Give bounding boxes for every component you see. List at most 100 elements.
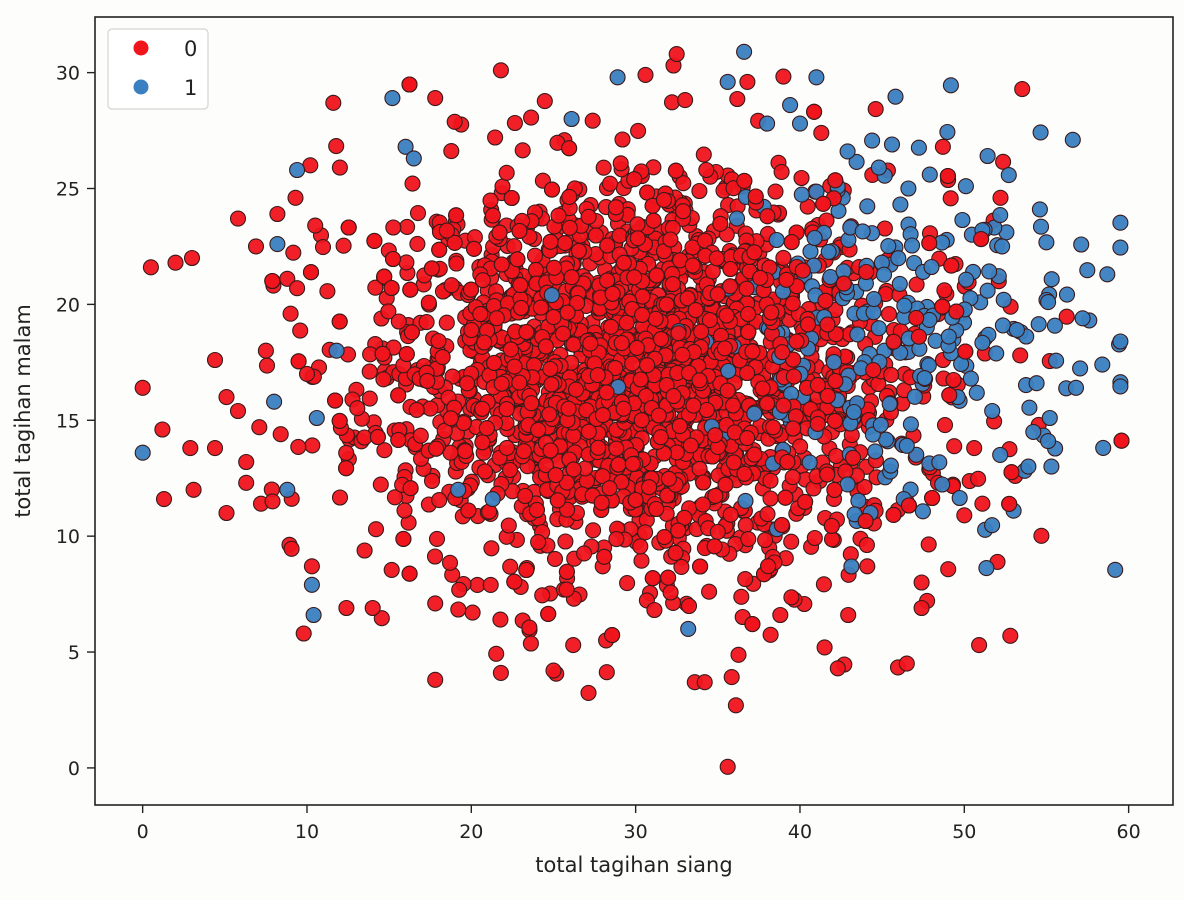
data-point	[292, 322, 309, 339]
data-point	[1058, 286, 1076, 303]
data-point	[303, 558, 320, 575]
data-point	[559, 304, 576, 321]
data-point	[563, 269, 580, 286]
data-point	[615, 254, 632, 271]
data-point	[768, 231, 785, 249]
data-point	[664, 276, 681, 293]
data-point	[264, 272, 281, 290]
data-point	[218, 389, 235, 406]
data-point	[182, 440, 199, 457]
data-point	[464, 604, 481, 621]
data-point	[662, 584, 679, 601]
data-point	[1094, 356, 1111, 373]
data-point	[858, 536, 875, 554]
data-point	[837, 463, 854, 480]
data-point	[782, 97, 799, 114]
data-point	[290, 438, 307, 455]
data-point	[1043, 271, 1060, 288]
data-point	[1046, 317, 1063, 334]
data-point	[134, 444, 151, 461]
data-point	[595, 159, 612, 176]
data-point	[835, 275, 852, 292]
data-point	[398, 254, 415, 271]
data-point	[777, 489, 794, 506]
data-point	[511, 374, 528, 391]
data-point	[463, 322, 480, 339]
data-point	[183, 249, 201, 267]
data-point	[521, 619, 538, 636]
data-point	[670, 325, 687, 342]
data-point	[757, 532, 774, 549]
data-point	[825, 354, 842, 371]
data-point	[1032, 124, 1049, 141]
data-point	[826, 412, 844, 429]
data-point	[716, 340, 733, 357]
data-point	[598, 664, 615, 681]
data-point	[399, 218, 416, 235]
data-point	[488, 310, 505, 327]
data-point	[408, 401, 425, 418]
data-point	[680, 620, 697, 637]
data-point	[423, 472, 441, 489]
data-point	[646, 601, 663, 619]
data-point	[420, 294, 437, 311]
data-point	[611, 227, 628, 244]
data-point	[648, 267, 665, 284]
data-point	[823, 531, 841, 548]
data-point	[493, 375, 510, 392]
data-point	[974, 495, 991, 512]
data-point	[707, 487, 724, 504]
data-point	[478, 420, 495, 437]
data-point	[522, 635, 539, 652]
data-point	[875, 266, 893, 283]
data-point	[737, 571, 754, 588]
data-point	[994, 317, 1011, 334]
data-point	[558, 563, 575, 580]
data-point	[737, 517, 754, 534]
data-point	[506, 573, 523, 590]
data-point	[614, 131, 631, 148]
data-point	[828, 447, 845, 465]
data-point	[665, 388, 682, 405]
data-point	[602, 318, 620, 335]
data-point	[719, 758, 736, 775]
data-point	[995, 153, 1012, 170]
data-point	[872, 416, 889, 433]
data-point	[656, 529, 673, 546]
data-point	[482, 192, 499, 209]
data-point	[465, 240, 483, 257]
data-point	[675, 175, 692, 192]
data-point	[707, 427, 724, 444]
data-point	[808, 183, 825, 200]
data-point	[637, 66, 654, 83]
data-point	[543, 376, 560, 393]
data-point	[272, 426, 289, 443]
data-point	[633, 412, 650, 429]
data-point	[450, 481, 467, 498]
data-point	[545, 662, 562, 679]
data-point	[578, 402, 595, 419]
data-point	[738, 280, 755, 297]
data-point	[1064, 131, 1081, 148]
data-point	[695, 146, 712, 163]
x-tick-label: 0	[137, 821, 149, 843]
data-point	[730, 646, 747, 663]
data-point	[691, 372, 708, 389]
data-point	[596, 548, 613, 565]
x-tick-label: 50	[952, 821, 976, 843]
data-point	[733, 588, 750, 605]
data-point	[908, 276, 925, 293]
data-point	[403, 324, 420, 341]
data-point	[1040, 433, 1057, 450]
data-point	[506, 238, 523, 255]
data-point	[580, 423, 597, 440]
data-point	[1038, 234, 1055, 251]
data-point	[493, 256, 510, 273]
data-point	[793, 169, 810, 187]
data-point	[599, 272, 616, 289]
data-point	[546, 550, 564, 567]
data-point	[684, 257, 701, 274]
data-point	[891, 275, 908, 292]
data-point	[813, 124, 830, 141]
data-point	[921, 235, 938, 252]
